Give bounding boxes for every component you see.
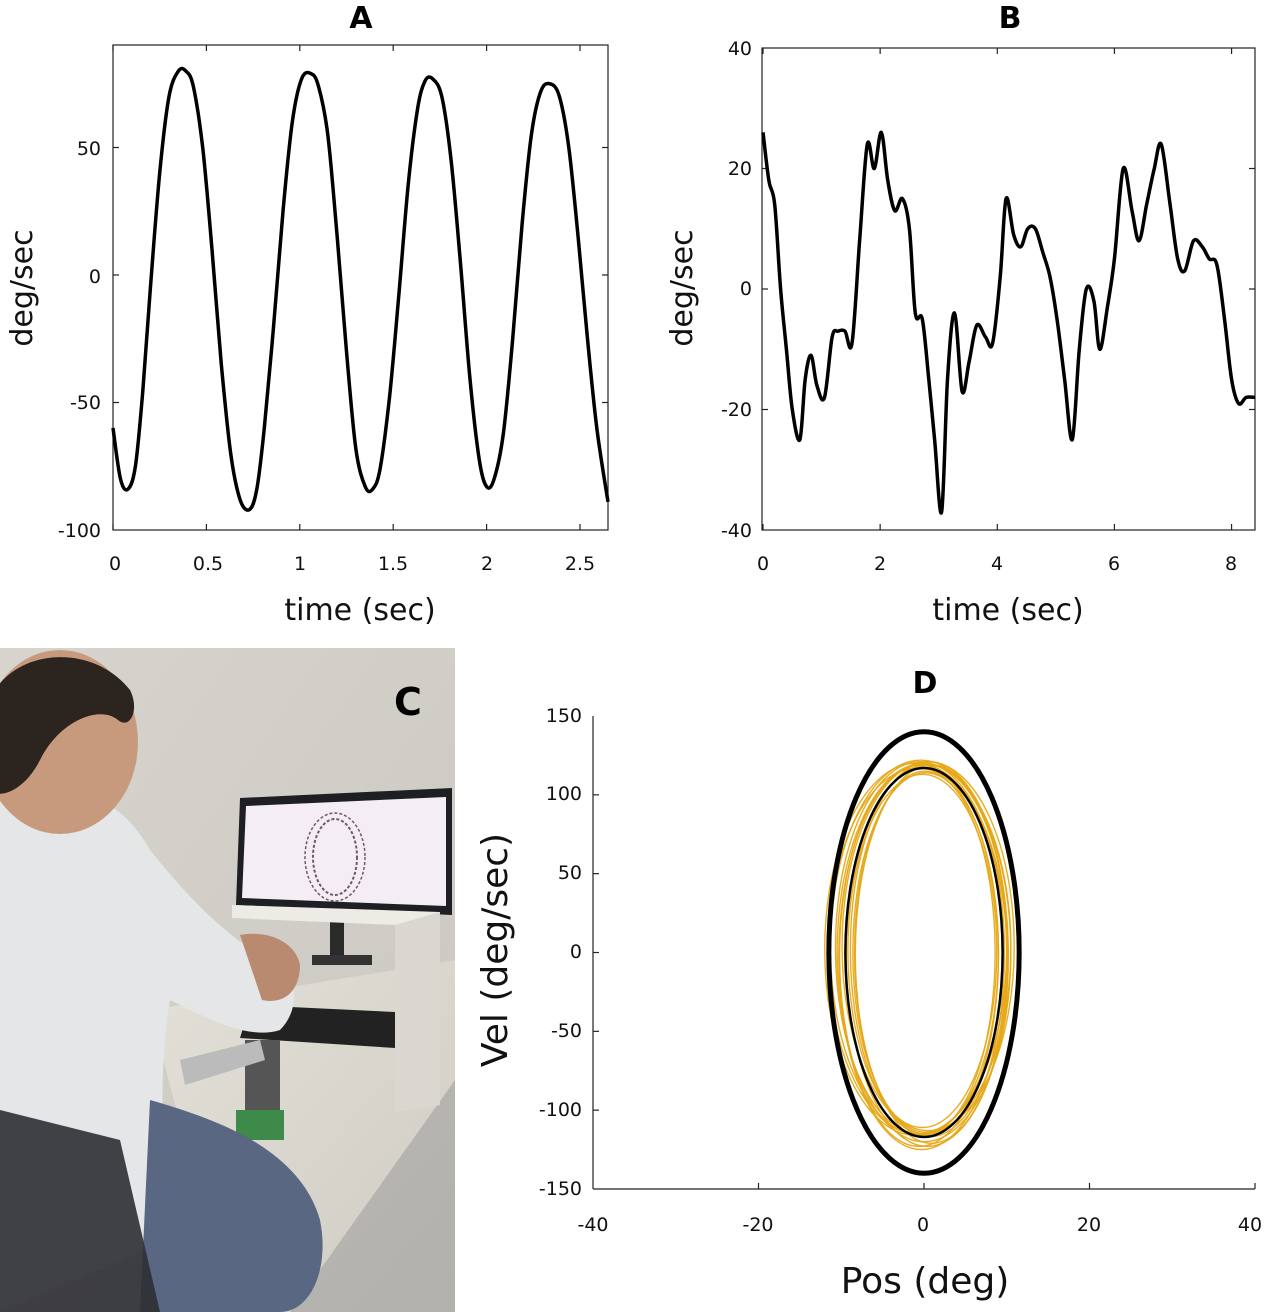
panel-d-ylabel: Vel (deg/sec) [475,833,516,1067]
panel-a-ytick: -100 [58,520,101,542]
panel-b-frame [761,47,1256,531]
panel-d-xlabel: Pos (deg) [841,1261,1010,1302]
panel-d: D 150 100 50 0 -50 -100 -150 -40 -20 0 2… [475,666,1262,1302]
panel-b-ytick: -40 [721,520,752,542]
panel-d-reference-ellipses [826,729,1022,1176]
photo-person [0,650,323,1312]
panel-d-ytick: -50 [551,1020,582,1042]
panel-d-trial-ellipses [823,759,1015,1151]
panel-c-photo: C [0,648,455,1312]
trial-ellipse [847,773,998,1129]
panel-b-title: B [999,1,1022,36]
panel-a-title: A [349,1,373,36]
panel-d-xtick: 0 [917,1214,929,1236]
panel-d-ytick: 150 [546,705,582,727]
panel-b-xtick: 4 [991,553,1003,575]
panel-b-ytick: 20 [728,158,752,180]
panel-b-ytick: 40 [728,38,752,60]
panel-b-xticks: 0 2 4 6 8 [757,553,1237,575]
panel-a-xlabel: time (sec) [284,593,435,628]
panel-b-ylabel: deg/sec [665,229,700,346]
trial-ellipse [841,761,1015,1132]
panel-d-ticks [593,794,1256,1189]
panel-a-xtick: 1 [294,553,306,575]
panel-c-title: C [394,680,422,724]
panel-d-xtick: -20 [742,1214,773,1236]
panel-b-xtick: 8 [1225,553,1237,575]
panel-d-ytick: -100 [539,1099,582,1121]
panel-a-velocity-trace [111,66,610,512]
photo-device-mount [180,1040,284,1140]
panel-a-ticks [112,45,608,530]
panel-a-xtick: 1.5 [378,553,408,575]
panel-d-xtick: 20 [1077,1214,1101,1236]
panel-a-ylabel: deg/sec [5,229,40,346]
panel-d-ytick: 100 [546,783,582,805]
panel-d-yticks: 150 100 50 0 -50 -100 -150 [539,705,582,1200]
photo-monitor [236,788,452,965]
panel-a-xtick: 2 [481,553,493,575]
panel-b-xtick: 6 [1108,553,1120,575]
panel-b-xtick: 0 [757,553,769,575]
panel-a-frame [112,44,609,531]
panel-a-xtick: 2.5 [565,553,595,575]
panel-a-xtick: 0 [109,553,121,575]
trial-ellipse [854,764,1009,1144]
panel-d-xticks: -40 -20 0 20 40 [577,1214,1262,1236]
panel-d-ytick: 50 [558,862,582,884]
panel-a: A 50 0 -50 -100 0 0.5 1 1.5 2 2.5 time (… [5,1,610,628]
panel-b-ytick: 0 [740,278,752,300]
target-ellipse-outer [826,729,1022,1176]
panel-a-yticks: 50 0 -50 -100 [58,138,101,542]
panel-b-ytick: -20 [721,399,752,421]
panel-b: B 40 20 0 -20 -40 0 2 4 6 8 time (sec) d… [665,1,1256,628]
panel-a-xtick: 0.5 [193,553,223,575]
panel-d-xtick: -40 [577,1214,608,1236]
panel-a-ytick: 50 [77,138,101,160]
photo-floor-shadow [290,1080,455,1312]
panel-a-ytick: -50 [70,392,101,414]
mean-ellipse-inner [844,766,1004,1139]
panel-b-xlabel: time (sec) [932,593,1083,628]
panel-d-ytick: -150 [539,1178,582,1200]
panel-d-ytick: 0 [570,941,582,963]
panel-d-xtick: 40 [1238,1214,1262,1236]
panel-a-xticks: 0 0.5 1 1.5 2 2.5 [109,553,595,575]
panel-b-velocity-trace [761,130,1256,515]
panel-b-ticks [762,48,1255,530]
panel-b-yticks: 40 20 0 -20 -40 [721,38,752,542]
panel-a-ytick: 0 [89,266,101,288]
trial-ellipse [853,770,996,1135]
panel-d-title: D [913,666,938,701]
trial-ellipse [838,764,1000,1148]
photo-apparatus-box [232,905,440,1112]
panel-b-xtick: 2 [874,553,886,575]
